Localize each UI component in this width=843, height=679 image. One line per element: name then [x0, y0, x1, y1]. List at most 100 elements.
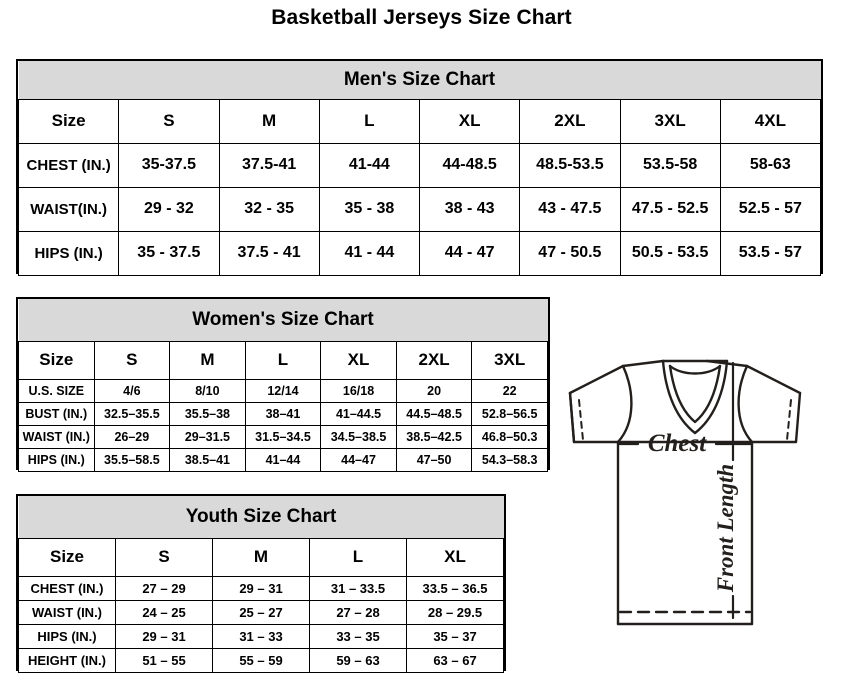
mens-col-size: Size	[17, 98, 120, 144]
youth-banner-row: Youth Size Chart	[18, 496, 504, 539]
mens-chest-l: 41-44	[318, 142, 421, 188]
page-title: Basketball Jerseys Size Chart	[271, 6, 572, 29]
jersey-measurement-diagram: Chest Front Length	[530, 338, 840, 674]
youth-chest-l: 31 – 33.5	[309, 575, 407, 601]
youth-waist-l: 27 – 28	[309, 599, 407, 625]
womens-waist-2xl: 38.5–42.5	[395, 424, 473, 449]
womens-size-chart: Women's Size Chart Size S M L XL 2XL 3XL…	[16, 297, 550, 472]
mens-hips-s: 35 - 37.5	[118, 230, 220, 276]
womens-row-label-bust: BUST (IN.)	[18, 401, 95, 426]
mens-chest-3xl: 53.5-58	[619, 142, 721, 188]
mens-hips-m: 37.5 - 41	[218, 230, 320, 276]
mens-col-xl: XL	[418, 98, 521, 144]
youth-hips-m: 31 – 33	[212, 623, 310, 649]
mens-col-2xl: 2XL	[519, 98, 621, 144]
womens-waist-l: 31.5–34.5	[244, 424, 322, 449]
mens-hips-xl: 44 - 47	[418, 230, 521, 276]
youth-col-size: Size	[18, 537, 116, 577]
mens-chest-xl: 44-48.5	[418, 142, 521, 188]
mens-size-chart: Men's Size Chart Size S M L XL 2XL 3XL 4…	[16, 59, 823, 276]
mens-hips-3xl: 50.5 - 53.5	[619, 230, 721, 276]
womens-bust-m: 35.5–38	[169, 401, 246, 426]
front-length-measurement-label: Front Length	[713, 464, 738, 593]
youth-col-l: L	[309, 537, 407, 577]
womens-banner-row: Women's Size Chart	[18, 299, 548, 342]
table-row: U.S. SIZE 4/6 8/10 12/14 16/18 20 22	[18, 378, 548, 403]
youth-size-table: Youth Size Chart Size S M L XL CHEST (IN…	[18, 496, 504, 673]
mens-chest-m: 37.5-41	[218, 142, 320, 188]
womens-hips-s: 35.5–58.5	[93, 447, 171, 472]
table-row: WAIST(IN.) 29 - 32 32 - 35 35 - 38 38 - …	[17, 186, 822, 232]
mens-banner: Men's Size Chart	[18, 61, 821, 100]
womens-waist-xl: 34.5–38.5	[320, 424, 397, 449]
youth-row-label-hips: HIPS (IN.)	[18, 623, 116, 649]
womens-bust-xl: 41–44.5	[320, 401, 397, 426]
mens-waist-m: 32 - 35	[218, 186, 320, 232]
mens-size-table: Men's Size Chart Size S M L XL 2XL 3XL 4…	[17, 61, 822, 276]
mens-col-4xl: 4XL	[719, 98, 822, 144]
youth-chest-s: 27 – 29	[115, 575, 213, 601]
mens-col-s: S	[118, 98, 220, 144]
mens-waist-2xl: 43 - 47.5	[519, 186, 621, 232]
womens-ussize-m: 8/10	[169, 378, 246, 403]
mens-hips-4xl: 53.5 - 57	[719, 230, 822, 276]
youth-row-label-waist: WAIST (IN.)	[18, 599, 116, 625]
womens-ussize-3xl: 22	[471, 378, 548, 403]
mens-waist-xl: 38 - 43	[418, 186, 521, 232]
table-row: BUST (IN.) 32.5–35.5 35.5–38 38–41 41–44…	[18, 401, 548, 426]
youth-waist-xl: 28 – 29.5	[406, 599, 504, 625]
mens-row-label-chest: CHEST (IN.)	[17, 142, 120, 188]
mens-hips-2xl: 47 - 50.5	[519, 230, 621, 276]
youth-hips-s: 29 – 31	[115, 623, 213, 649]
youth-header-row: Size S M L XL	[18, 537, 504, 577]
table-row: WAIST (IN.) 26–29 29–31.5 31.5–34.5 34.5…	[18, 424, 548, 449]
womens-row-label-waist: WAIST (IN.)	[18, 424, 95, 449]
youth-col-m: M	[212, 537, 310, 577]
mens-chest-4xl: 58-63	[719, 142, 822, 188]
mens-waist-s: 29 - 32	[118, 186, 220, 232]
womens-col-2xl: 2XL	[395, 340, 473, 380]
womens-col-xl: XL	[320, 340, 397, 380]
mens-waist-4xl: 52.5 - 57	[719, 186, 822, 232]
mens-banner-row: Men's Size Chart	[18, 61, 821, 100]
youth-chest-m: 29 – 31	[212, 575, 310, 601]
youth-height-l: 59 – 63	[309, 647, 407, 673]
womens-header-row: Size S M L XL 2XL 3XL	[18, 340, 548, 380]
table-row: CHEST (IN.) 27 – 29 29 – 31 31 – 33.5 33…	[18, 575, 504, 601]
womens-col-m: M	[169, 340, 246, 380]
womens-waist-m: 29–31.5	[169, 424, 246, 449]
table-row: HIPS (IN.) 29 – 31 31 – 33 33 – 35 35 – …	[18, 623, 504, 649]
table-row: HEIGHT (IN.) 51 – 55 55 – 59 59 – 63 63 …	[18, 647, 504, 673]
mens-col-3xl: 3XL	[619, 98, 721, 144]
table-row: CHEST (IN.) 35-37.5 37.5-41 41-44 44-48.…	[17, 142, 822, 188]
mens-header-row: Size S M L XL 2XL 3XL 4XL	[17, 98, 822, 144]
youth-height-m: 55 – 59	[212, 647, 310, 673]
youth-size-chart: Youth Size Chart Size S M L XL CHEST (IN…	[16, 494, 506, 673]
youth-height-s: 51 – 55	[115, 647, 213, 673]
mens-col-l: L	[318, 98, 421, 144]
mens-waist-l: 35 - 38	[318, 186, 421, 232]
youth-col-s: S	[115, 537, 213, 577]
womens-hips-3xl: 54.3–58.3	[471, 447, 548, 472]
womens-bust-2xl: 44.5–48.5	[395, 401, 473, 426]
mens-row-label-hips: HIPS (IN.)	[17, 230, 120, 276]
womens-bust-s: 32.5–35.5	[93, 401, 171, 426]
womens-waist-3xl: 46.8–50.3	[471, 424, 548, 449]
mens-chest-2xl: 48.5-53.5	[519, 142, 621, 188]
mens-waist-3xl: 47.5 - 52.5	[619, 186, 721, 232]
youth-waist-m: 25 – 27	[212, 599, 310, 625]
womens-hips-xl: 44–47	[320, 447, 397, 472]
youth-chest-xl: 33.5 – 36.5	[406, 575, 504, 601]
womens-ussize-l: 12/14	[244, 378, 322, 403]
youth-height-xl: 63 – 67	[406, 647, 504, 673]
mens-hips-l: 41 - 44	[318, 230, 421, 276]
womens-col-3xl: 3XL	[471, 340, 548, 380]
womens-ussize-s: 4/6	[93, 378, 171, 403]
womens-col-l: L	[244, 340, 322, 380]
youth-row-label-height: HEIGHT (IN.)	[18, 647, 116, 673]
womens-hips-l: 41–44	[244, 447, 322, 472]
womens-ussize-2xl: 20	[395, 378, 473, 403]
womens-ussize-xl: 16/18	[320, 378, 397, 403]
womens-row-label-us-size: U.S. SIZE	[18, 378, 95, 403]
